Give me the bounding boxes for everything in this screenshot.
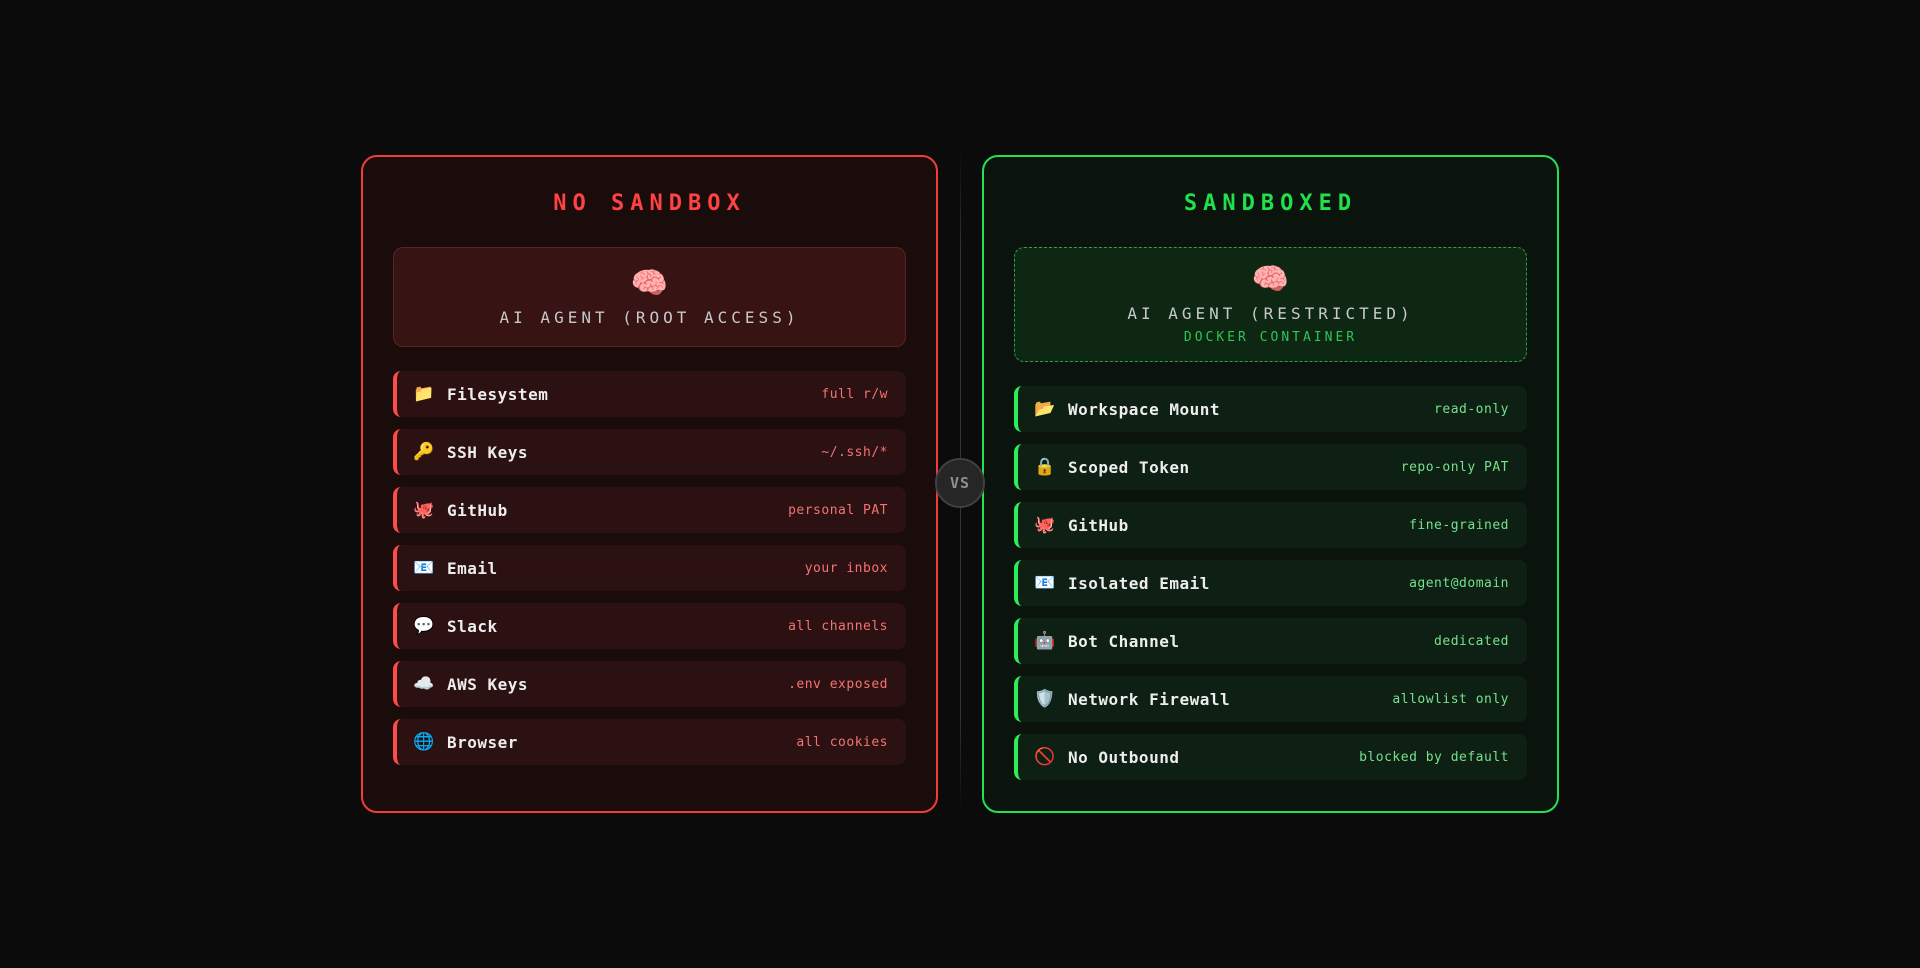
no-entry-icon: 🚫: [1034, 746, 1056, 767]
row-value: allowlist only: [1392, 691, 1509, 707]
row-value: fine-grained: [1409, 517, 1509, 533]
sandboxed-panel: SANDBOXED 🧠 AI AGENT (RESTRICTED) DOCKER…: [982, 155, 1559, 813]
row-value: all channels: [788, 618, 888, 634]
panel-title-no-sandbox: NO SANDBOX: [553, 191, 746, 216]
row-value: agent@domain: [1409, 575, 1509, 591]
access-row-github: 🐙 GitHub personal PAT: [393, 487, 906, 533]
vs-badge: VS: [935, 458, 985, 508]
access-list: 📁 Filesystem full r/w 🔑 SSH Keys ~/.ssh/…: [393, 371, 906, 765]
access-row-workspace-mount: 📂 Workspace Mount read-only: [1014, 386, 1527, 432]
agent-card-restricted: 🧠 AI AGENT (RESTRICTED) DOCKER CONTAINER: [1014, 247, 1527, 362]
row-label: GitHub: [1068, 515, 1129, 535]
github-octopus-icon: 🐙: [1034, 514, 1056, 535]
access-row-filesystem: 📁 Filesystem full r/w: [393, 371, 906, 417]
access-row-email: 📧 Email your inbox: [393, 545, 906, 591]
vs-label: VS: [949, 474, 971, 492]
row-label: AWS Keys: [447, 674, 529, 694]
row-label: Bot Channel: [1068, 631, 1180, 651]
shield-icon: 🛡️: [1034, 688, 1056, 709]
globe-icon: 🌐: [413, 731, 435, 752]
row-value: blocked by default: [1359, 749, 1509, 765]
row-value: full r/w: [821, 386, 888, 402]
row-value: personal PAT: [788, 502, 888, 518]
brain-icon: 🧠: [1251, 262, 1290, 297]
row-label: Scoped Token: [1068, 457, 1190, 477]
row-label: GitHub: [447, 500, 508, 520]
open-folder-icon: 📂: [1034, 398, 1056, 419]
access-list: 📂 Workspace Mount read-only 🔒 Scoped Tok…: [1014, 386, 1527, 780]
key-icon: 🔑: [413, 441, 435, 462]
email-icon: 📧: [413, 557, 435, 578]
row-label: Network Firewall: [1068, 689, 1231, 709]
agent-subtitle: DOCKER CONTAINER: [1183, 330, 1358, 345]
access-row-github: 🐙 GitHub fine-grained: [1014, 502, 1527, 548]
lock-icon: 🔒: [1034, 456, 1056, 477]
agent-card-root-access: 🧠 AI AGENT (ROOT ACCESS): [393, 247, 906, 347]
agent-name: AI AGENT (ROOT ACCESS): [499, 308, 800, 327]
row-label: Email: [447, 558, 498, 578]
access-row-aws-keys: ☁️ AWS Keys .env exposed: [393, 661, 906, 707]
access-row-no-outbound: 🚫 No Outbound blocked by default: [1014, 734, 1527, 780]
access-row-bot-channel: 🤖 Bot Channel dedicated: [1014, 618, 1527, 664]
row-label: No Outbound: [1068, 747, 1180, 767]
access-row-browser: 🌐 Browser all cookies: [393, 719, 906, 765]
row-label: SSH Keys: [447, 442, 529, 462]
row-label: Filesystem: [447, 384, 549, 404]
row-value: repo-only PAT: [1400, 459, 1509, 475]
access-row-ssh-keys: 🔑 SSH Keys ~/.ssh/*: [393, 429, 906, 475]
access-row-scoped-token: 🔒 Scoped Token repo-only PAT: [1014, 444, 1527, 490]
panel-title-sandboxed: SANDBOXED: [1183, 191, 1358, 216]
row-value: your inbox: [804, 560, 888, 576]
folder-icon: 📁: [413, 383, 435, 404]
row-label: Slack: [447, 616, 498, 636]
row-value: .env exposed: [788, 676, 888, 692]
row-label: Workspace Mount: [1068, 399, 1220, 419]
github-octopus-icon: 🐙: [413, 499, 435, 520]
row-value: all cookies: [796, 734, 888, 750]
agent-name: AI AGENT (RESTRICTED): [1127, 304, 1414, 323]
row-label: Isolated Email: [1068, 573, 1210, 593]
robot-icon: 🤖: [1034, 630, 1056, 651]
access-row-slack: 💬 Slack all channels: [393, 603, 906, 649]
row-value: dedicated: [1434, 633, 1509, 649]
cloud-icon: ☁️: [413, 673, 435, 694]
row-label: Browser: [447, 732, 518, 752]
row-value: ~/.ssh/*: [821, 444, 888, 460]
speech-balloon-icon: 💬: [413, 615, 435, 636]
access-row-network-firewall: 🛡️ Network Firewall allowlist only: [1014, 676, 1527, 722]
brain-icon: 🧠: [630, 266, 669, 301]
email-icon: 📧: [1034, 572, 1056, 593]
row-value: read-only: [1434, 401, 1509, 417]
no-sandbox-panel: NO SANDBOX 🧠 AI AGENT (ROOT ACCESS) 📁 Fi…: [361, 155, 938, 813]
access-row-isolated-email: 📧 Isolated Email agent@domain: [1014, 560, 1527, 606]
